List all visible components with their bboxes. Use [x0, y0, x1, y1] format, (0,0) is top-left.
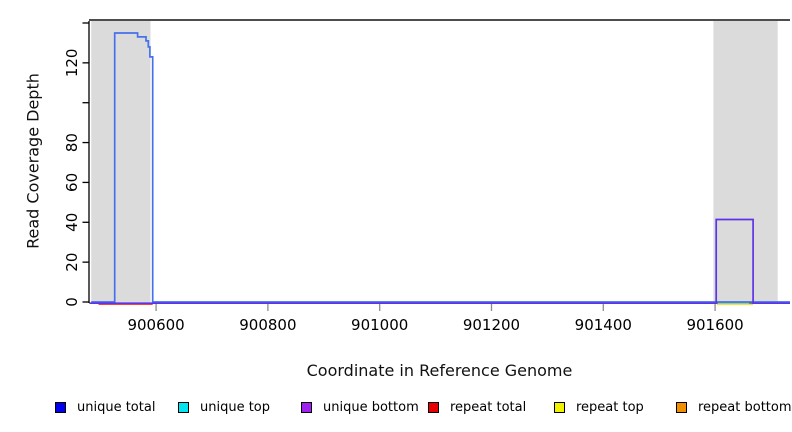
x-tick-label: 901200 — [463, 316, 520, 334]
y-tick-label: 80 — [63, 133, 81, 152]
y-tick-label: 60 — [63, 173, 81, 192]
x-axis-label: Coordinate in Reference Genome — [306, 361, 573, 380]
y-tick-label: 120 — [63, 49, 81, 78]
x-tick-label: 901000 — [351, 316, 408, 334]
legend-swatch — [301, 401, 312, 413]
y-axis-label: Read Coverage Depth — [23, 73, 43, 249]
legend-item: unique bottom — [301, 399, 419, 415]
repeat-region-shading — [713, 21, 778, 303]
y-tick-label: 40 — [63, 213, 81, 232]
y-tick-label: 20 — [63, 253, 81, 272]
legend-item-label: repeat total — [450, 399, 527, 415]
x-tick-label: 900600 — [127, 316, 184, 334]
legend-swatch — [55, 401, 66, 413]
x-tick-label: 901600 — [686, 316, 743, 334]
legend-item: repeat top — [554, 399, 644, 415]
y-tick-label: 0 — [63, 297, 81, 307]
series-purple-line — [90, 218, 790, 305]
legend-swatch — [676, 401, 687, 413]
legend-item: unique top — [178, 399, 270, 415]
x-tick-label: 901400 — [575, 316, 632, 334]
legend-swatch — [178, 401, 189, 413]
legend-item-label: unique total — [77, 399, 156, 415]
legend-item-label: unique bottom — [323, 399, 419, 415]
legend-swatch — [554, 401, 565, 413]
legend-item: repeat bottom — [676, 399, 792, 415]
legend-item-label: unique top — [200, 399, 271, 415]
legend-item: repeat total — [428, 399, 526, 415]
legend-item-label: repeat bottom — [698, 399, 792, 415]
legend-swatch — [428, 401, 439, 413]
legend-item: unique total — [55, 399, 155, 415]
legend: unique total unique top unique bottom repea… — [0, 399, 792, 417]
series-blue-line — [91, 32, 790, 303]
repeat-region-shading — [91, 21, 151, 303]
legend-item-label: repeat top — [576, 399, 644, 415]
x-tick-label: 900800 — [239, 316, 296, 334]
